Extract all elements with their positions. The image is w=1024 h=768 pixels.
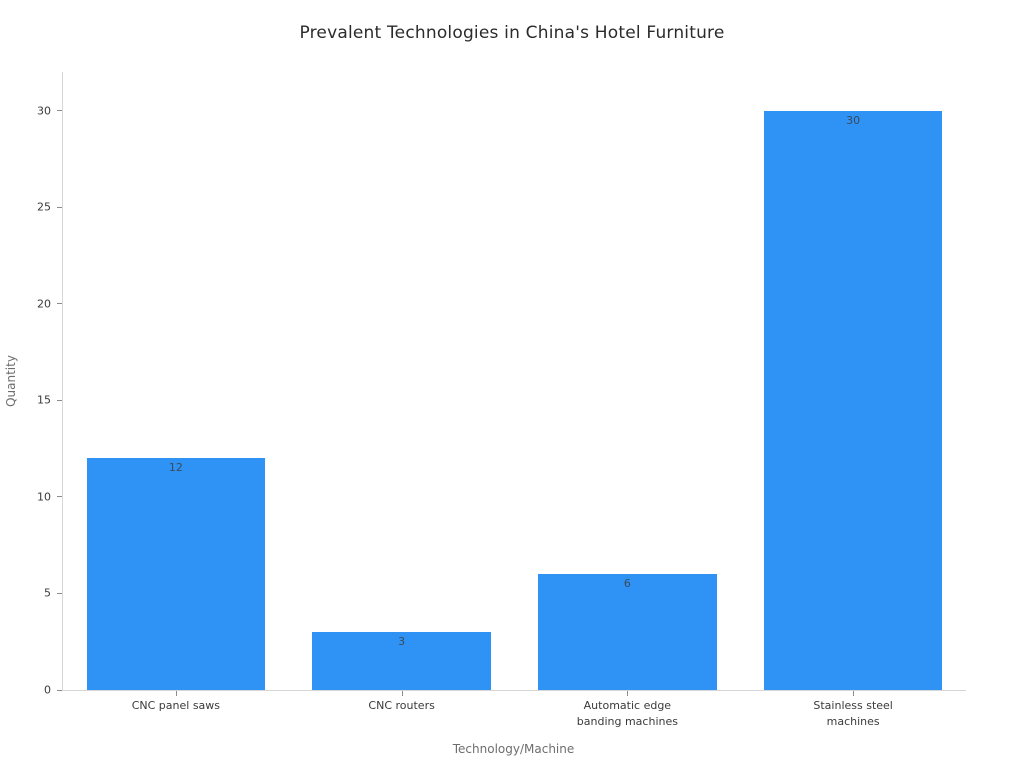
bar	[763, 110, 943, 690]
y-tick-label: 0	[44, 683, 51, 697]
y-tick-mark	[57, 399, 62, 401]
plot-area: 0 5 10 15 20 25 30 12 CNC panel saws 3 CNC routers…	[37, 72, 966, 728]
x-tick-mark	[401, 691, 403, 696]
y-tick-label: 10	[37, 490, 51, 504]
x-tick-mark	[627, 691, 629, 696]
x-tick-label: Automatic edge banding machines	[576, 699, 678, 728]
bar	[538, 574, 717, 690]
x-tick-mark	[175, 691, 177, 696]
y-tick-mark	[57, 110, 62, 112]
x-tick-label: CNC routers	[368, 699, 435, 712]
bar-value-label: 30	[846, 113, 861, 127]
y-tick-label: 25	[37, 200, 51, 214]
bar-value-label: 12	[168, 461, 183, 475]
chart-title: Prevalent Technologies in China's Hotel …	[299, 23, 725, 43]
y-tick-mark	[57, 592, 62, 594]
y-tick-mark	[57, 303, 62, 305]
y-tick-label: 30	[37, 104, 51, 118]
y-tick-mark	[57, 689, 62, 691]
bar	[86, 458, 266, 690]
x-tick-label: CNC panel saws	[131, 699, 221, 712]
y-tick-mark	[57, 496, 62, 498]
bar-value-label: 6	[623, 577, 631, 591]
x-axis-title: Technology/Machine	[452, 742, 575, 756]
y-tick-label: 5	[44, 586, 51, 600]
x-tick-label: Stainless steel machines	[813, 699, 893, 728]
y-tick-mark	[57, 206, 62, 208]
y-tick-label: 20	[37, 297, 51, 311]
bar-value-label: 3	[398, 635, 406, 649]
y-tick-label: 15	[37, 393, 51, 407]
bar	[312, 632, 491, 690]
x-tick-mark	[853, 691, 855, 696]
